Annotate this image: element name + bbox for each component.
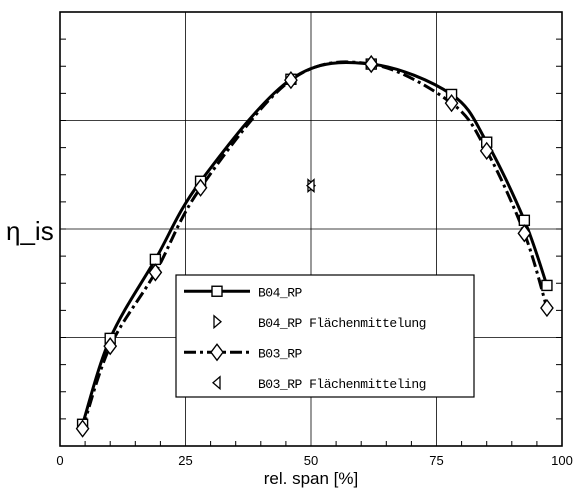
data-point: [306, 178, 315, 194]
data-point: [479, 141, 494, 161]
legend: B04_RP B04_RP Flächenmittelung B03_RP B03_R…: [175, 274, 475, 398]
legend-marker: [213, 314, 222, 330]
y-axis-label: η_is: [6, 216, 54, 246]
x-tick-label: 100: [551, 453, 573, 468]
data-point: [364, 54, 379, 74]
legend-marker: [210, 343, 224, 362]
series-line-b04: [81, 61, 549, 425]
x-tick-labels: 0 25 50 75 100: [56, 453, 572, 468]
data-point: [75, 419, 90, 438]
x-tick-label: 0: [56, 453, 63, 468]
legend-marker: [212, 375, 221, 391]
data-point: [149, 253, 162, 266]
data-point: [284, 70, 298, 90]
data-point: [517, 224, 532, 243]
data-point: [193, 178, 208, 197]
data-point: [148, 263, 163, 282]
x-axis-label: rel. span [%]: [264, 469, 359, 488]
data-point: [518, 214, 531, 227]
data-point: [444, 93, 459, 113]
data-point: [103, 337, 118, 356]
legend-label: B04_RP: [258, 285, 303, 300]
legend-label: B03_RP: [258, 346, 303, 361]
curves: [81, 60, 549, 430]
markers: [75, 54, 554, 438]
data-point: [540, 298, 554, 318]
legend-marker: [211, 285, 223, 297]
legend-label: B04_RP Flächenmittelung: [258, 316, 426, 331]
legend-box: [175, 274, 475, 398]
legend-label: B03_RP Flächenmitteling: [258, 377, 426, 392]
x-tick-label: 25: [178, 453, 192, 468]
y-ticks: [60, 38, 562, 446]
data-point: [541, 279, 553, 292]
x-tick-label: 50: [304, 453, 318, 468]
x-tick-label: 75: [429, 453, 443, 468]
